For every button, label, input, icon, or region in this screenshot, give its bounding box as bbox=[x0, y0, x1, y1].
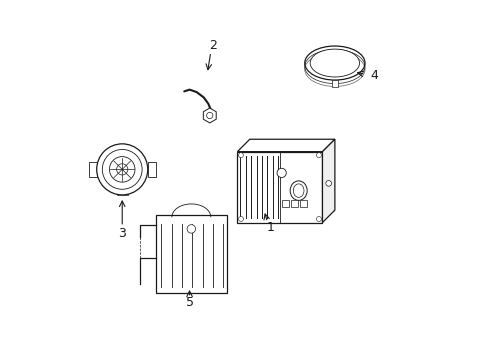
Circle shape bbox=[238, 153, 243, 158]
Ellipse shape bbox=[289, 181, 306, 201]
Text: 1: 1 bbox=[266, 221, 274, 234]
Bar bbox=[89, 162, 97, 177]
Circle shape bbox=[277, 168, 285, 177]
Bar bbox=[300, 200, 306, 207]
Bar bbox=[237, 152, 322, 222]
FancyBboxPatch shape bbox=[117, 188, 127, 195]
Circle shape bbox=[206, 112, 212, 118]
Circle shape bbox=[102, 149, 142, 189]
Ellipse shape bbox=[293, 184, 304, 197]
Circle shape bbox=[109, 157, 135, 182]
Polygon shape bbox=[322, 139, 334, 222]
Circle shape bbox=[116, 164, 127, 175]
Bar bbox=[156, 215, 226, 293]
Circle shape bbox=[97, 144, 147, 195]
Polygon shape bbox=[237, 139, 334, 152]
Ellipse shape bbox=[309, 49, 359, 77]
Circle shape bbox=[238, 216, 243, 221]
Circle shape bbox=[316, 153, 321, 158]
FancyBboxPatch shape bbox=[117, 144, 127, 151]
Text: 4: 4 bbox=[369, 69, 377, 82]
Ellipse shape bbox=[304, 46, 364, 80]
Text: 2: 2 bbox=[208, 39, 216, 52]
Text: 3: 3 bbox=[118, 227, 126, 240]
Bar bbox=[331, 80, 337, 87]
Bar bbox=[290, 200, 297, 207]
Polygon shape bbox=[203, 108, 216, 123]
Circle shape bbox=[187, 225, 195, 233]
Circle shape bbox=[316, 216, 321, 221]
Bar bbox=[281, 200, 288, 207]
Bar bbox=[148, 162, 156, 177]
Circle shape bbox=[325, 180, 331, 186]
Text: 5: 5 bbox=[185, 296, 193, 309]
